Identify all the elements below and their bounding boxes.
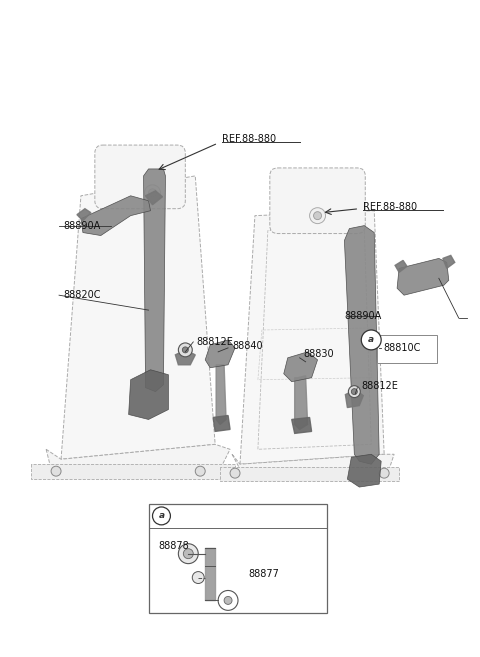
Circle shape [230,468,240,478]
Polygon shape [232,454,394,469]
Text: 88890A: 88890A [63,221,100,231]
Text: 88890A: 88890A [344,311,382,321]
Polygon shape [346,390,363,407]
Text: 88810C: 88810C [383,343,420,353]
FancyBboxPatch shape [95,145,185,209]
Circle shape [183,549,193,558]
Circle shape [348,386,360,397]
Polygon shape [443,256,455,268]
Circle shape [192,572,204,583]
Polygon shape [205,548,215,600]
Polygon shape [344,225,379,464]
Circle shape [144,185,160,201]
FancyBboxPatch shape [148,504,327,614]
Polygon shape [292,417,312,434]
Polygon shape [220,467,399,481]
Text: 88830: 88830 [304,349,334,359]
Text: 88877: 88877 [248,568,279,579]
Circle shape [313,212,322,219]
Circle shape [179,343,192,357]
Circle shape [379,468,389,478]
Polygon shape [144,169,166,392]
Text: 88840: 88840 [232,341,263,351]
Circle shape [153,507,170,525]
Polygon shape [81,196,151,236]
Polygon shape [395,260,407,273]
Text: 88812E: 88812E [196,337,233,347]
Circle shape [148,189,156,196]
Polygon shape [145,191,162,205]
Text: a: a [368,336,374,344]
Circle shape [179,544,198,564]
Text: REF.88-880: REF.88-880 [363,202,418,212]
Polygon shape [213,415,230,432]
Circle shape [361,330,381,350]
Text: REF.88-880: REF.88-880 [222,134,276,144]
Text: 88820C: 88820C [63,290,100,300]
Circle shape [195,466,205,476]
Polygon shape [31,464,235,479]
Polygon shape [284,352,318,382]
Polygon shape [46,444,230,469]
Polygon shape [77,209,91,221]
Text: 88812E: 88812E [361,380,398,391]
Circle shape [310,208,325,223]
Polygon shape [397,258,449,295]
FancyBboxPatch shape [270,168,365,233]
Polygon shape [129,370,168,419]
Text: 88878: 88878 [158,541,189,551]
Text: a: a [158,511,165,520]
Polygon shape [348,454,381,487]
Circle shape [51,466,61,476]
Circle shape [351,389,357,395]
Circle shape [182,347,188,353]
Circle shape [224,597,232,604]
Polygon shape [240,211,384,464]
Polygon shape [175,350,195,365]
FancyBboxPatch shape [377,335,437,363]
Polygon shape [295,376,308,430]
Polygon shape [216,365,226,424]
Polygon shape [205,340,235,368]
Polygon shape [61,176,215,459]
